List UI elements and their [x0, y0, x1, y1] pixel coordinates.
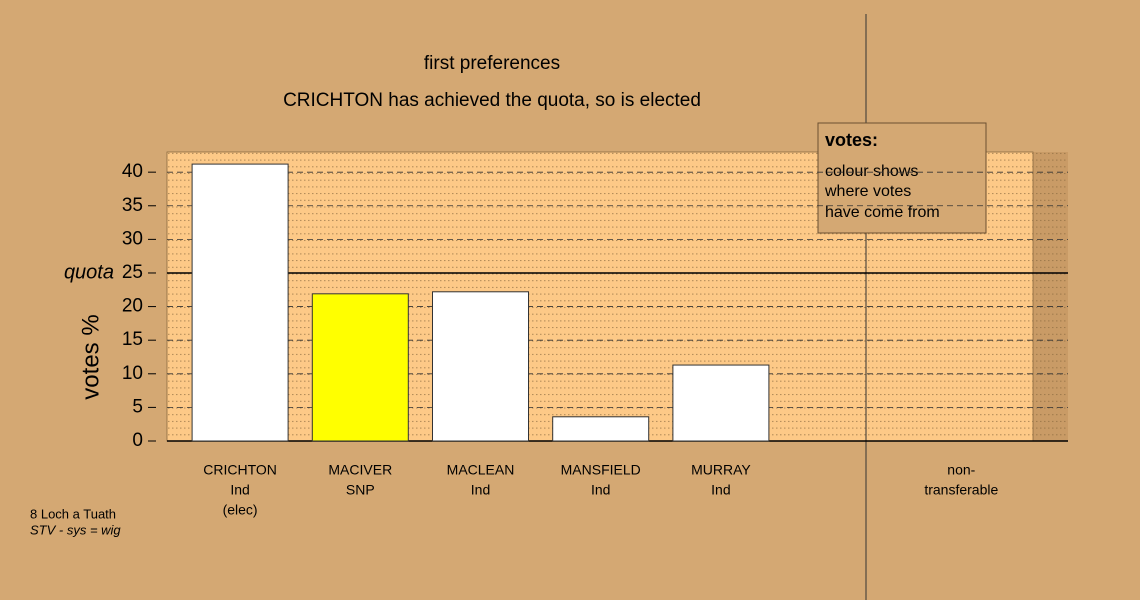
y-tick-label: 0 [132, 430, 143, 451]
legend-title: votes: [825, 130, 878, 150]
x-tick-label: non- [947, 462, 975, 478]
x-tick-label: Ind [471, 482, 490, 498]
x-tick-label: Ind [230, 482, 249, 498]
legend-text: have come from [825, 204, 940, 221]
quota-label: quota [64, 261, 114, 283]
chart-subtitle: CRICHTON has achieved the quota, so is e… [283, 90, 701, 111]
y-tick-label: 20 [122, 296, 143, 317]
bar [432, 291, 529, 442]
legend-box [817, 122, 987, 234]
y-axis-label: votes % [77, 314, 104, 399]
x-tick-label: MACIVER [328, 462, 392, 478]
footer: STV - sys = wig [30, 522, 121, 537]
y-tick-label: 35 [122, 195, 143, 216]
bar [552, 416, 650, 442]
x-tick-label: Ind [711, 482, 730, 498]
y-tick-label: 15 [122, 329, 143, 350]
legend-text: colour shows [825, 163, 918, 180]
legend-text: where votes [824, 183, 911, 200]
x-tick-label: MURRAY [691, 462, 751, 478]
y-tick-label: 30 [122, 228, 143, 249]
y-tick-label: 5 [132, 396, 143, 417]
footer: 8 Loch a Tuath [30, 506, 116, 521]
x-tick-label: MACLEAN [447, 462, 515, 478]
x-tick-label: (elec) [223, 502, 258, 518]
bar [311, 293, 409, 442]
y-tick-label: 10 [122, 363, 143, 384]
x-tick-label: Ind [591, 482, 610, 498]
x-tick-label: MANSFIELD [561, 462, 641, 478]
y-tick-label: 25 [122, 262, 143, 283]
y-tick-label: 40 [122, 161, 143, 182]
x-tick-label: SNP [346, 482, 375, 498]
legend: votes: colour shows where votes have com… [817, 122, 987, 234]
x-tick-label: transferable [924, 482, 998, 498]
chart-title: first preferences [424, 53, 560, 74]
bar [672, 364, 770, 442]
bar [191, 163, 289, 442]
x-tick-label: CRICHTON [203, 462, 277, 478]
